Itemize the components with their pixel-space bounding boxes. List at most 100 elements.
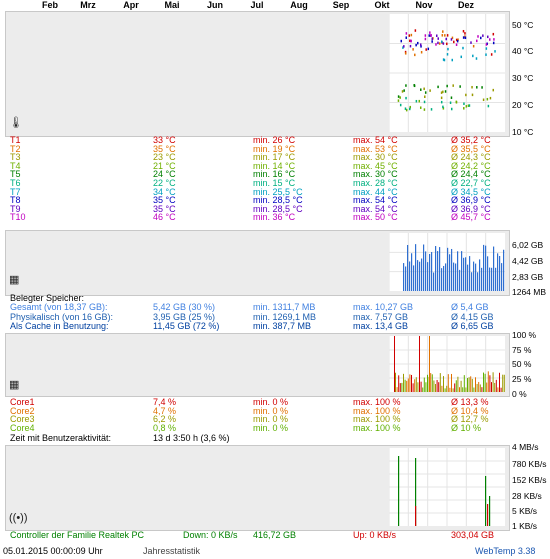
stat-max: max. 100 % [353,405,401,416]
mem-axis-1: 6,02 GB [512,240,544,250]
memory-sample-bar [423,244,425,291]
cpu-sample-bar [486,382,488,392]
temp-sample-mark [424,34,427,37]
memory-sample-bar [487,256,489,291]
temp-sample-mark [423,87,425,91]
stat-max: max. 54 °C [353,195,398,206]
stat-cur: 23 °C [153,152,176,163]
stat-avg: Ø 22,7 °C [451,178,491,188]
stat-min: min. 1269,1 MB [253,311,317,322]
stat-min: min. 16 °C [253,169,296,180]
temp-sample-mark [493,38,495,41]
cpu-sample-bar [459,387,460,392]
temp-sample-mark [447,47,449,51]
memory-sample-bar [435,246,437,291]
cpu-sample-bar [446,385,448,392]
memory-sample-bar [481,267,483,291]
memory-sample-bar [475,263,477,291]
memory-sample-bar [429,253,431,291]
temp-sample-mark [456,39,459,43]
stat-avg: Ø 35,2 °C [451,135,491,145]
user-activity-label: Zeit mit Benutzeraktivität: [10,433,112,443]
memory-sample-bar [431,252,433,291]
stat-max: max. 7,57 GB [353,311,409,322]
temp-sample-mark [445,37,447,41]
cpu-sample-bar [407,378,409,392]
memory-sample-bar [405,266,407,291]
temp-sample-mark [440,100,443,104]
cpu-axis-50: 50 % [512,359,532,369]
stat-row: Als Cache in Benutzung: 11,45 GB (72 %) mi… [10,321,510,331]
temp-sample-mark [480,36,482,40]
stat-min: min. 28,5 °C [253,195,303,206]
temp-sample-mark [420,50,423,54]
cpu-sample-bar [462,387,464,392]
temp-sample-mark [435,43,437,46]
cpu-sample-bar [447,374,449,392]
temperature-chart [388,14,505,132]
month-label: Dez [457,0,474,10]
net-axis-3: 152 KB/s [512,475,547,485]
cpu-sample-bar [473,387,475,392]
cpu-sample-bar [499,372,500,392]
temp-sample-mark [489,96,492,100]
cpu-sample-bar [467,378,468,392]
temp-sample-mark [485,47,488,50]
user-activity-value: 13 d 3:50 h (3,6 %) [153,433,230,443]
memory-chip-icon: ▦ [9,274,20,286]
memory-sample-bar [485,245,487,291]
cpu-sample-bar [415,377,417,392]
stat-name: T4 [10,160,21,171]
cpu-sample-bar [470,376,472,392]
temp-sample-mark [475,57,478,60]
temp-sample-mark [404,107,407,110]
memory-sample-bar [411,253,413,291]
network-svg [388,448,505,526]
temp-axis-20: 20 °C [512,100,534,110]
stat-cur: 6,2 % [153,414,177,424]
cpu-sample-bar [479,384,481,392]
stat-row: T10 46 °C min. 36 °C max. 50 °C Ø 45,7 °C [10,212,510,222]
stat-max: max. 54 °C [353,203,398,214]
temp-sample-mark [428,34,430,37]
temp-sample-mark [490,53,493,56]
net-axis-1: 4 MB/s [512,442,539,452]
temp-sample-mark [482,34,484,37]
stat-max: max. 30 °C [353,152,398,163]
stat-avg: Ø 4,15 GB [451,311,494,322]
stat-cur: 35 °C [153,195,176,206]
cpu-sample-bar [417,382,419,392]
temp-sample-mark [452,84,454,87]
cpu-sample-bar [460,380,462,392]
stat-avg: Ø 35,5 °C [451,143,491,154]
stat-name: T1 [10,135,21,145]
cpu-sample-bar [409,374,411,392]
temp-sample-mark [476,39,478,43]
memory-sample-bar [455,263,457,291]
stat-avg: Ø 36,9 °C [451,195,491,206]
temp-sample-mark [468,104,471,107]
cpu-sample-bar [495,379,497,392]
stat-name: Core2 [10,405,35,416]
memory-sample-bar [469,256,471,291]
stat-min: min. 387,7 MB [253,321,312,331]
footer-version-link[interactable]: WebTemp 3.38 [475,546,536,556]
memory-header: Belegter Speicher: [10,293,85,303]
stat-name: Gesamt (von 18,37 GB): [10,302,108,312]
memory-sample-bar [497,253,499,291]
cpu-sample-bar [436,379,438,392]
stat-min: min. 28,5 °C [253,203,303,214]
network-spike [485,476,487,526]
temp-sample-mark [415,43,417,47]
cpu-sample-bar [463,375,465,392]
temp-sample-mark [442,90,444,94]
cpu-sample-bar [468,377,470,392]
stat-max: max. 44 °C [353,186,398,197]
memory-sample-bar [459,269,461,291]
cpu-sample-bar [503,374,505,392]
temp-sample-mark [425,48,427,51]
cpu-sample-bar [427,374,428,392]
temp-sample-mark [467,104,470,107]
cpu-axis-75: 75 % [512,345,532,355]
network-down-total: 416,72 GB [253,530,297,540]
